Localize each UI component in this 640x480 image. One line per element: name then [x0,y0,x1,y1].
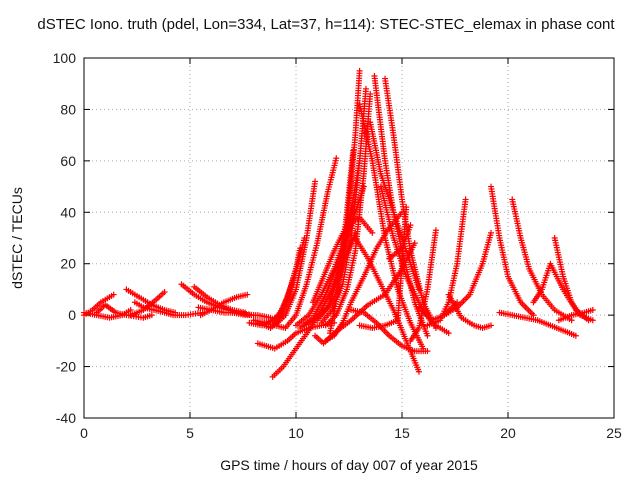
y-tick-label: 40 [60,204,76,220]
data-point [488,322,495,329]
data-point [127,307,134,313]
data-point [568,317,575,324]
data-point [572,332,579,339]
series-track [127,289,168,319]
y-tick-label: 20 [60,256,76,272]
series-track [123,286,179,316]
data-point [488,229,495,236]
x-tick-label: 0 [80,425,88,441]
data-point [161,289,168,295]
x-tick-label: 25 [606,425,622,441]
x-tick-label: 5 [186,425,194,441]
data-point [350,147,357,154]
y-tick-label: 80 [60,101,76,117]
data-point [462,196,469,203]
series-track [509,196,575,324]
data-point [415,286,422,293]
y-tick-label: 100 [53,50,77,66]
data-point [312,178,319,185]
data-point [415,368,422,375]
series-track [197,291,251,319]
data-point [369,229,376,236]
series-track [445,291,495,331]
plot-frame [83,57,615,419]
x-axis-label: GPS time / hours of day 007 of year 2015 [220,457,478,473]
x-tick-label: 15 [394,425,410,441]
data-point [367,91,374,97]
data-point [432,227,439,234]
axis-ticks: 0 5 10 15 20 25 -40 -20 0 20 40 60 80 100 [53,50,622,441]
series-track [555,307,596,324]
y-axis-label: dSTEC / TECUs [9,187,25,289]
series-track [229,309,274,321]
y-tick-label: -40 [56,410,76,426]
series-track [441,229,495,319]
data-point [407,222,414,229]
data-point [110,291,117,298]
series-track [496,309,579,339]
y-tick-label: 60 [60,153,76,169]
data-point [589,317,596,324]
data-point [333,155,340,162]
data-point [148,312,155,319]
series-track [488,183,537,319]
data-point [424,348,431,355]
data-point [403,204,410,211]
series-track [271,155,340,331]
series-track [93,301,155,321]
x-tick-label: 10 [288,425,304,441]
chart-title: dSTEC Iono. truth (pdel, Lon=334, Lat=37… [37,16,615,33]
data-point [362,85,369,92]
series-track [407,227,439,344]
data-marks [81,67,596,380]
data-point [424,332,431,339]
data-point [356,67,363,74]
series-track [356,101,427,352]
series-track [386,222,414,262]
data-point [445,330,452,337]
series-track [309,214,376,306]
y-tick-label: 0 [68,307,76,323]
y-tick-label: -20 [56,359,76,375]
series-track [261,178,319,329]
series-track [250,245,304,326]
data-point [244,291,251,298]
series-track [348,307,431,355]
data-point [589,307,596,313]
data-point [411,240,418,247]
x-tick-label: 20 [500,425,516,441]
